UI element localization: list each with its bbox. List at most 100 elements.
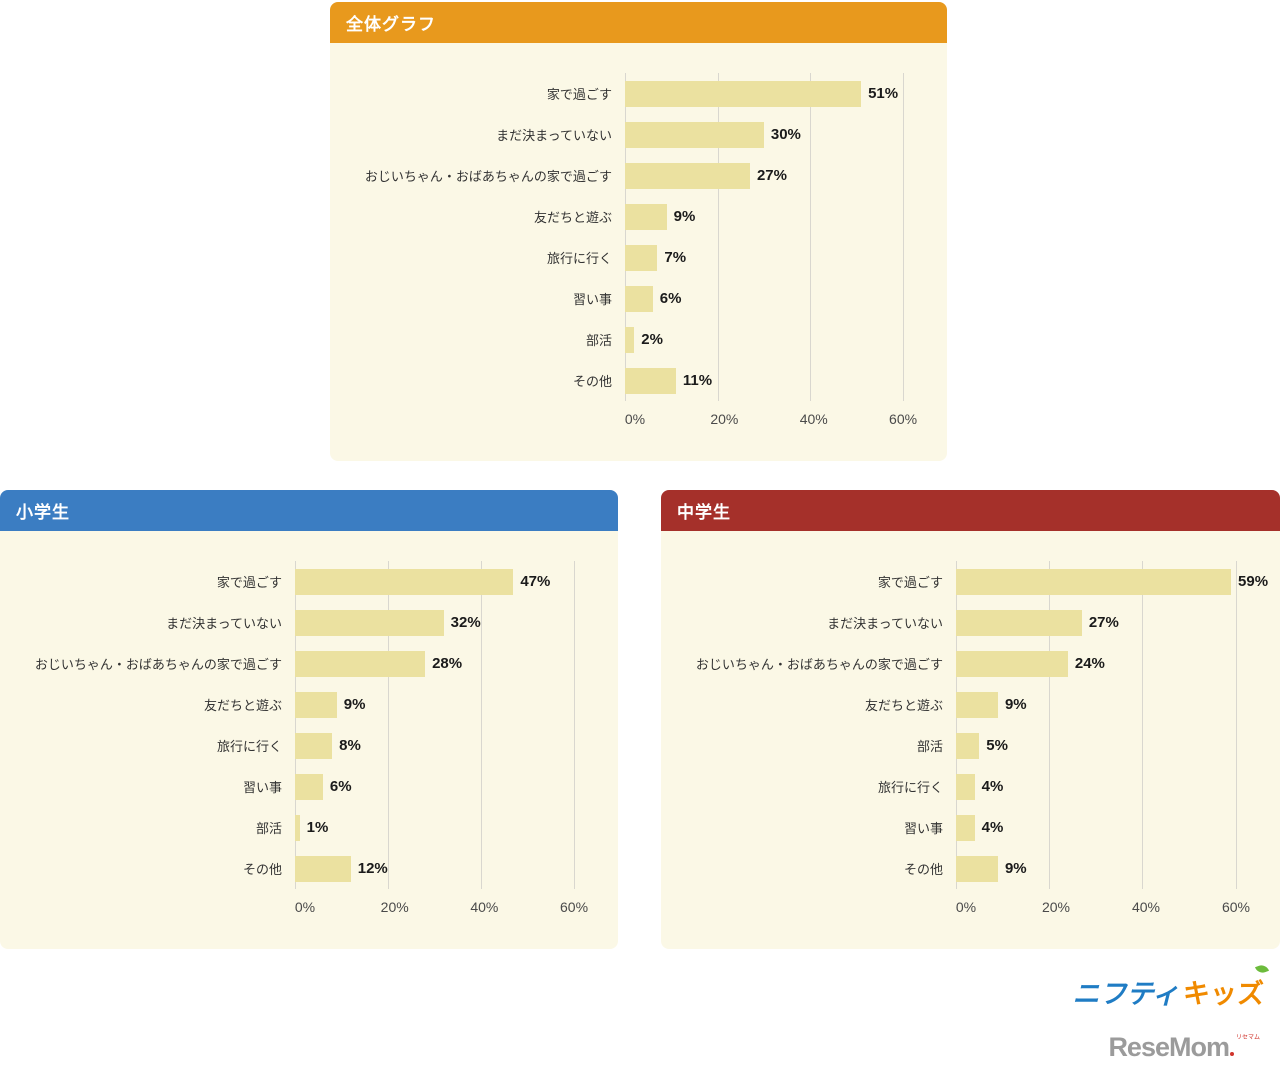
bar-cell: 27% [625, 162, 912, 189]
chart-row: 家で過ごす 59% [661, 561, 1280, 602]
kids-logo-text: キッズ [1183, 963, 1270, 1011]
category-label: 旅行に行く [877, 780, 943, 795]
bar-cell: 2% [625, 326, 912, 353]
gridline [1049, 561, 1051, 889]
bar [625, 80, 862, 107]
bar [625, 285, 653, 312]
chart-row: その他 11% [330, 360, 947, 401]
chart-row: 友だちと遊ぶ 9% [330, 196, 947, 237]
bar-cell: 4% [956, 814, 1245, 841]
category-label: 旅行に行く [216, 739, 282, 754]
category-label: その他 [242, 862, 282, 877]
x-tick-label: 60% [1221, 899, 1251, 915]
chart-title: 全体グラフ [346, 15, 436, 34]
gridline [956, 561, 957, 889]
bar-value-label: 11% [682, 372, 713, 389]
chart-title: 小学生 [16, 503, 70, 522]
plot-area: 家で過ごす 51% まだ決まっていない 30% おじいちゃん・おばあちゃんの家で過ごす 2… [330, 73, 947, 435]
bar [625, 203, 667, 230]
bar-value-label: 9% [1004, 860, 1027, 877]
chart-row: 旅行に行く 7% [330, 237, 947, 278]
category-label: 友だちと遊ぶ [533, 210, 612, 225]
category-label: 習い事 [903, 821, 943, 836]
bar [295, 855, 351, 882]
chart-header-overall: 全体グラフ [330, 2, 947, 43]
chart-row: まだ決まっていない 30% [330, 114, 947, 155]
grid-layer [956, 561, 1245, 889]
leaf-icon [1254, 963, 1270, 975]
category-label: まだ決まっていない [166, 616, 282, 631]
bar-value-label: 51% [868, 85, 899, 102]
category-label: その他 [903, 862, 943, 877]
bar-cell: 47% [295, 568, 583, 595]
category-label: 習い事 [572, 292, 612, 307]
bar-value-label: 8% [339, 737, 361, 754]
bar [956, 568, 1232, 595]
gridline [625, 73, 626, 401]
resemom-logo-subtext: リセマム [1235, 1035, 1260, 1041]
x-tick-label: 20% [1041, 899, 1071, 915]
bar [956, 650, 1068, 677]
gridline [1235, 561, 1237, 889]
gridline [717, 73, 719, 401]
chart-rows: 家で過ごす 47% まだ決まっていない 32% おじいちゃん・おばあちゃんの家で過ごす 2… [0, 561, 618, 889]
chart-row: 旅行に行く 4% [661, 766, 1280, 807]
plot-area: 家で過ごす 59% まだ決まっていない 27% おじいちゃん・おばあちゃんの家で過ごす 2… [661, 561, 1280, 923]
category-label: 家で過ごす [877, 575, 943, 590]
bar-value-label: 30% [770, 126, 801, 143]
bar-value-label: 6% [329, 778, 352, 795]
chart-body: 家で過ごす 47% まだ決まっていない 32% おじいちゃん・おばあちゃんの家で過ごす 2… [0, 531, 618, 949]
chart-row: 友だちと遊ぶ 9% [0, 684, 618, 725]
bar-cell: 5% [956, 732, 1245, 759]
bar-cell: 51% [625, 80, 912, 107]
bar [956, 814, 975, 841]
chart-row: 旅行に行く 8% [0, 725, 618, 766]
x-axis: 0% 20% 40% 60% [956, 889, 1250, 923]
bar-cell: 59% [956, 568, 1268, 595]
bar-cell: 9% [956, 855, 1245, 882]
bar-cell: 1% [295, 814, 583, 841]
bar [295, 609, 444, 636]
gridline [295, 561, 296, 889]
category-label: おじいちゃん・おばあちゃんの家で過ごす [34, 657, 282, 672]
bar-value-label: 27% [756, 167, 787, 184]
bar-cell: 30% [625, 121, 912, 148]
chart-body: 家で過ごす 59% まだ決まっていない 27% おじいちゃん・おばあちゃんの家で過ごす 2… [661, 531, 1280, 949]
bar-cell: 28% [295, 650, 583, 677]
bar [956, 691, 998, 718]
bar-cell: 32% [295, 609, 583, 636]
chart-panel-middle: 中学生 家で過ごす 59% まだ決まっていない 27% おじいちゃん・おばあちゃんの家で… [661, 490, 1280, 949]
bar-value-label: 7% [664, 249, 687, 266]
chart-row: おじいちゃん・おばあちゃんの家で過ごす 28% [0, 643, 618, 684]
chart-body: 家で過ごす 51% まだ決まっていない 30% おじいちゃん・おばあちゃんの家で過ごす 2… [330, 43, 947, 461]
bar-value-label: 59% [1238, 573, 1269, 590]
category-label: まだ決まっていない [496, 128, 612, 143]
category-label: 友だちと遊ぶ [864, 698, 943, 713]
chart-row: 部活 5% [661, 725, 1280, 766]
chart-rows: 家で過ごす 51% まだ決まっていない 30% おじいちゃん・おばあちゃんの家で過ごす 2… [330, 73, 947, 401]
gridline [480, 561, 482, 889]
bar-cell: 12% [295, 855, 583, 882]
bar [295, 773, 323, 800]
chart-row: おじいちゃん・おばあちゃんの家で過ごす 27% [330, 155, 947, 196]
chart-row: 部活 1% [0, 807, 618, 848]
x-axis: 0% 20% 40% 60% [625, 401, 917, 435]
resemom-dot-icon [1229, 1052, 1234, 1056]
category-label: おじいちゃん・おばあちゃんの家で過ごす [364, 169, 612, 184]
category-label: その他 [572, 374, 612, 389]
bar [625, 244, 658, 271]
x-tick-label: 0% [955, 899, 977, 915]
x-tick-label: 0% [294, 899, 316, 915]
x-tick-label: 0% [624, 411, 646, 427]
chart-panel-overall: 全体グラフ 家で過ごす 51% まだ決まっていない 30% おじいちゃん・おばあちゃんの… [330, 2, 947, 461]
chart-row: その他 12% [0, 848, 618, 889]
bar-value-label: 5% [986, 737, 1008, 754]
chart-row: 習い事 4% [661, 807, 1280, 848]
bar-value-label: 28% [432, 655, 463, 672]
bar-cell: 24% [956, 650, 1245, 677]
chart-row: おじいちゃん・おばあちゃんの家で過ごす 24% [661, 643, 1280, 684]
x-tick-label: 40% [1131, 899, 1161, 915]
x-tick-label: 20% [380, 899, 409, 915]
bar [625, 367, 676, 394]
